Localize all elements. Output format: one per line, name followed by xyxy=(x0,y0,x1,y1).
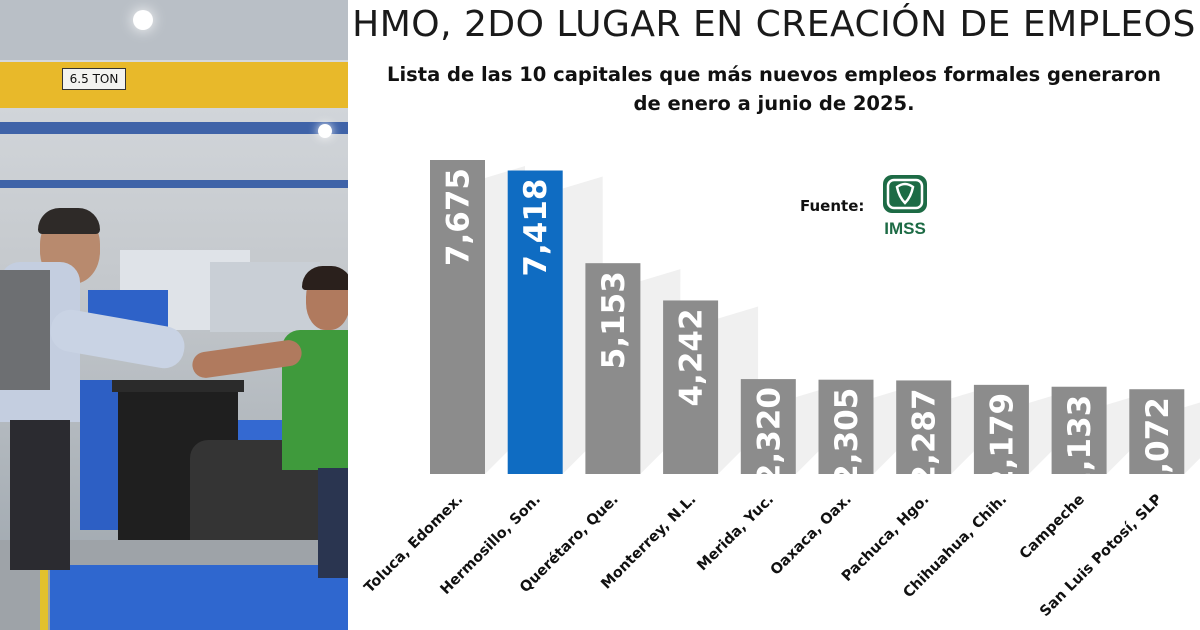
bar xyxy=(507,170,563,474)
value-labels: 7,675 7,418 5,153 4,242 2,320 2,305 2,287 2,179… xyxy=(441,168,1176,495)
bar-chart: 7,675 7,418 5,153 4,242 2,320 2,305 2,287 2,179… xyxy=(362,160,1200,620)
category-label: Merida, Yuc. xyxy=(694,492,777,575)
imss-logo-icon: IMSS xyxy=(883,175,927,237)
man-hair xyxy=(38,208,100,234)
category-labels: Toluca, Edomex.Hermosillo, Son.Querétaro… xyxy=(362,491,1166,620)
bar xyxy=(896,380,952,474)
bar-value-label: 2,133 xyxy=(1062,395,1098,493)
crane-label: 6.5 TON xyxy=(62,68,126,90)
bar xyxy=(1129,389,1185,474)
chart-subtitle-line-2: de enero a junio de 2025. xyxy=(633,92,915,115)
bar xyxy=(1051,386,1107,474)
chart-panel: HMO, 2DO LUGAR EN CREACIÓN DE EMPLEOS Li… xyxy=(348,0,1200,630)
chart-title: HMO, 2DO LUGAR EN CREACIÓN DE EMPLEOS xyxy=(352,4,1196,45)
bar-value-label: 7,418 xyxy=(518,179,554,277)
bar-value-label: 7,675 xyxy=(441,168,477,266)
bar-value-label: 2,305 xyxy=(829,388,865,486)
bar-value-label: 2,287 xyxy=(907,388,943,486)
source-attribution: Fuente: IMSS xyxy=(798,173,938,239)
factory-photo: 6.5 TON xyxy=(0,0,348,630)
bar-value-label: 4,242 xyxy=(674,308,710,406)
source-label: Fuente: xyxy=(800,197,865,215)
category-label: Oaxaca, Oax. xyxy=(768,492,855,579)
bar-value-label: 5,153 xyxy=(596,271,632,369)
blue-truss xyxy=(0,122,348,134)
bars xyxy=(430,160,1185,474)
ceiling-beam xyxy=(0,0,348,60)
blue-truss xyxy=(0,180,348,188)
bar-shadow xyxy=(1184,402,1200,474)
chart-subtitle-line-1: Lista de las 10 capitales que más nuevos… xyxy=(387,63,1161,86)
ceiling-light xyxy=(318,124,332,138)
bar-value-label: 2,072 xyxy=(1140,397,1176,495)
cart-top xyxy=(112,380,244,392)
man-legs xyxy=(10,420,70,570)
bar xyxy=(585,263,641,474)
ceiling-light xyxy=(133,10,153,30)
bar xyxy=(663,300,719,474)
bar xyxy=(430,160,485,474)
man-vest xyxy=(0,270,50,390)
machine xyxy=(210,262,320,332)
bar-value-label: 2,320 xyxy=(751,387,787,485)
chart-subtitle: Lista de las 10 capitales que más nuevos… xyxy=(348,60,1200,118)
imss-logo-text: IMSS xyxy=(884,219,926,237)
bar xyxy=(973,384,1029,474)
woman-legs xyxy=(318,468,348,578)
bar xyxy=(740,379,796,474)
bar-value-label: 2,179 xyxy=(984,393,1020,491)
blue-crate xyxy=(50,565,348,630)
crane-beam xyxy=(0,62,348,108)
bar xyxy=(818,379,874,474)
category-label: Campeche xyxy=(1017,491,1088,562)
imss-logo-shield xyxy=(883,175,927,213)
woman-hair xyxy=(302,266,348,290)
